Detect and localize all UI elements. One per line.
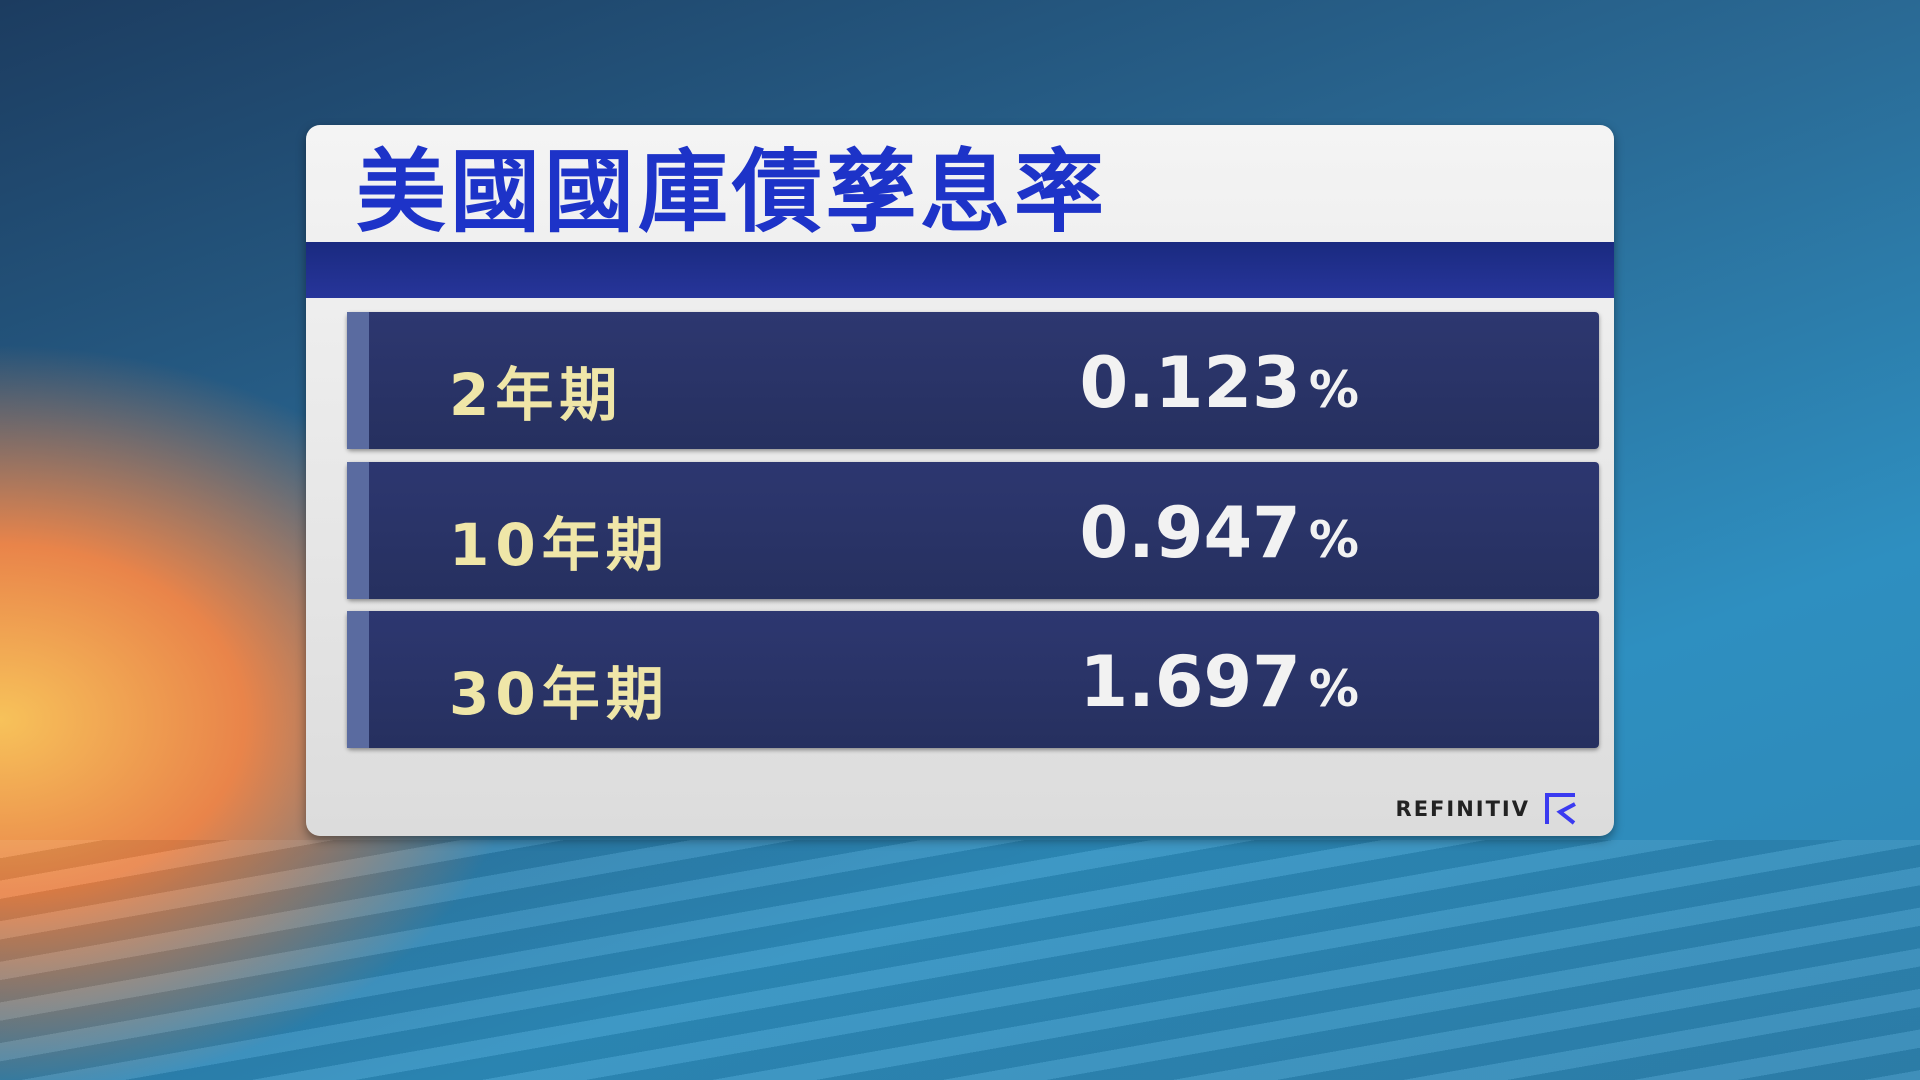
yield-number: 0.123 bbox=[1079, 342, 1301, 424]
unit: % bbox=[1308, 660, 1359, 718]
yield-row: 2年期 0.123% bbox=[347, 312, 1599, 449]
yield-value: 0.947% bbox=[1079, 492, 1359, 574]
yield-number: 0.947 bbox=[1079, 492, 1301, 574]
bond-yield-panel: 美國國庫債孳息率 2年期 0.123% 10年期 0.947% 30年期 1.6… bbox=[306, 125, 1614, 836]
yield-value: 0.123% bbox=[1079, 342, 1359, 424]
unit: % bbox=[1308, 361, 1359, 419]
yield-number: 1.697 bbox=[1079, 641, 1301, 723]
term-label: 10年期 bbox=[449, 511, 670, 579]
unit: % bbox=[1308, 511, 1359, 569]
background-floor bbox=[0, 840, 1920, 1080]
title-stripe bbox=[306, 242, 1614, 298]
yield-value: 1.697% bbox=[1079, 641, 1359, 723]
refinitiv-mark-icon bbox=[1545, 793, 1576, 825]
yield-row: 30年期 1.697% bbox=[347, 611, 1599, 748]
term-label: 30年期 bbox=[449, 660, 670, 728]
yield-row: 10年期 0.947% bbox=[347, 462, 1599, 599]
panel-title: 美國國庫債孳息率 bbox=[356, 140, 1108, 245]
logo-text: REFINITIV bbox=[1395, 797, 1530, 821]
refinitiv-logo: REFINITIV bbox=[1396, 792, 1578, 826]
term-label: 2年期 bbox=[449, 361, 624, 429]
